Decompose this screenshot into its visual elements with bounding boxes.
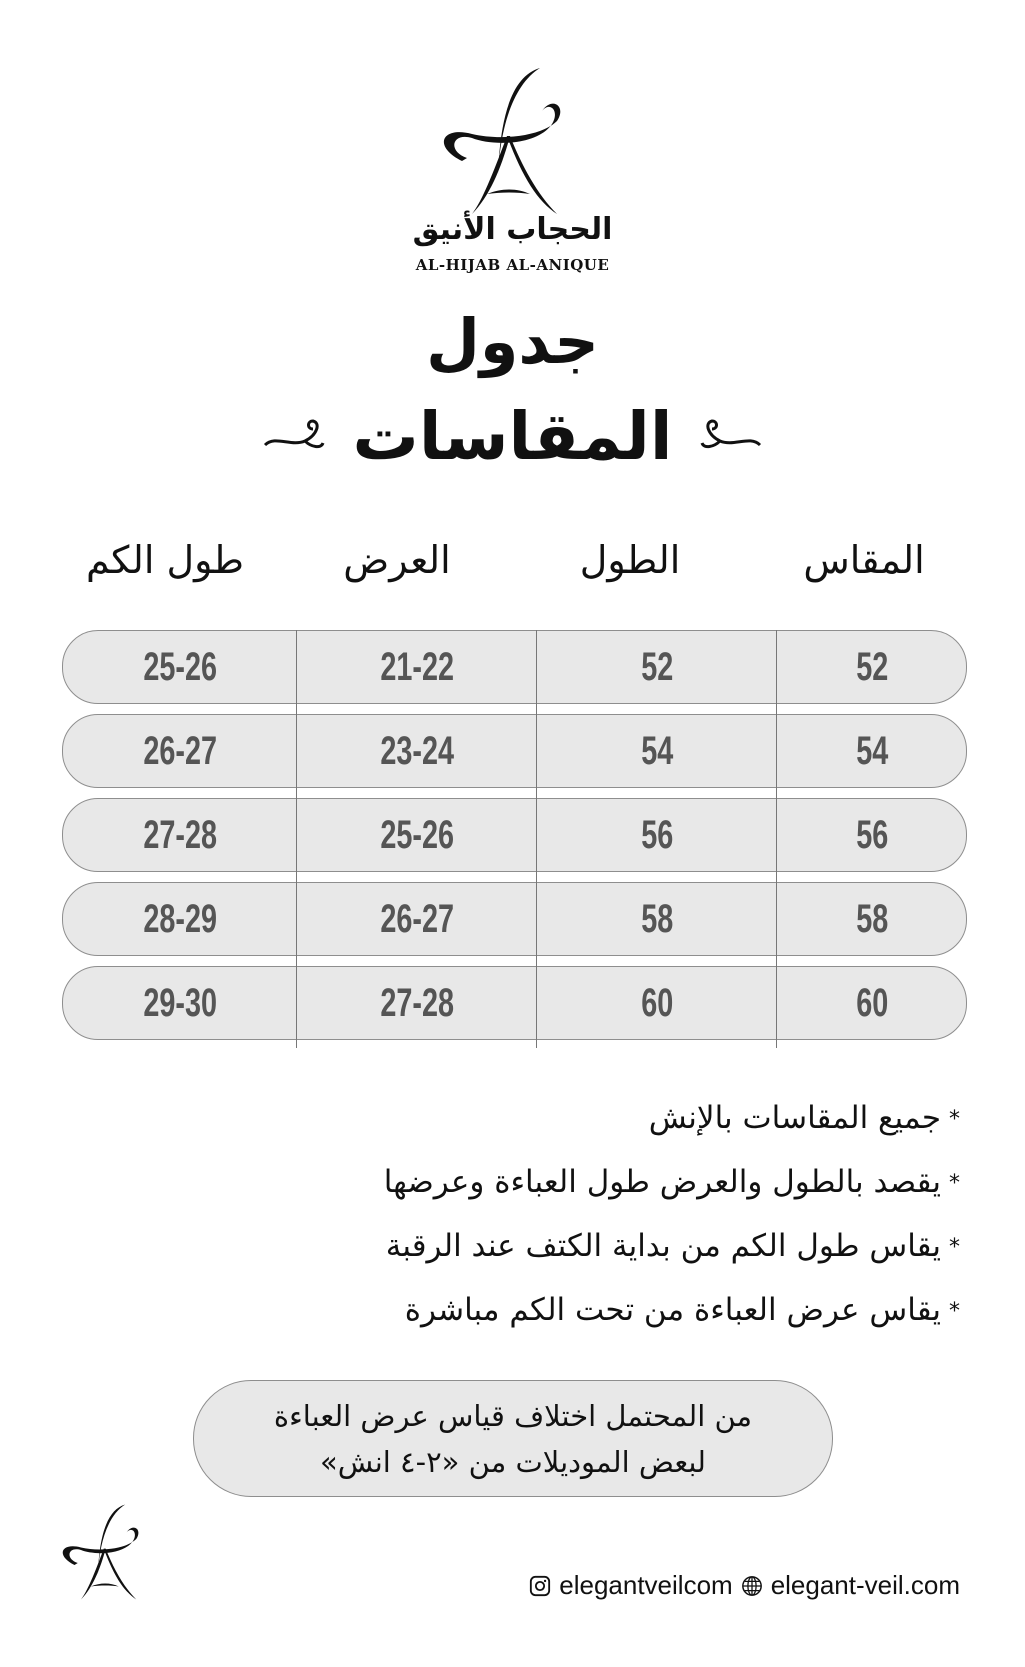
page-title-line2: المقاسات [352, 398, 673, 475]
cell-value: 27-28 [380, 981, 454, 1025]
cell-value: 25-26 [380, 813, 454, 857]
table-row: 58 58 26-27 28-29 [62, 882, 967, 956]
cell-value: 54 [855, 729, 889, 773]
cell-size: 54 [777, 715, 967, 787]
asterisk-marker: * [949, 1299, 960, 1324]
callout-line1: من المحتمل اختلاف قياس عرض العباءة [273, 1399, 753, 1433]
cell-sleeve-length: 26-27 [63, 715, 297, 787]
cell-width: 23-24 [297, 715, 537, 787]
page-title-line1: جدول [426, 305, 599, 378]
column-header-size: المقاس [803, 538, 925, 582]
brand-logo [443, 68, 561, 214]
cell-value: 23-24 [380, 729, 454, 773]
cell-value: 25-26 [143, 645, 217, 689]
cell-value: 21-22 [380, 645, 454, 689]
column-header-sleeve-length: طول الكم [86, 538, 244, 582]
cell-value: 54 [640, 729, 674, 773]
cell-value: 60 [855, 981, 889, 1025]
globe-icon [741, 1575, 762, 1596]
column-divider [776, 630, 777, 1048]
website-link[interactable]: elegant-veil.com [770, 1570, 960, 1600]
cell-value: 26-27 [380, 897, 454, 941]
cell-sleeve-length: 28-29 [63, 883, 297, 955]
cell-size: 56 [777, 799, 967, 871]
ornament-icon [263, 418, 324, 448]
cell-value: 58 [640, 897, 674, 941]
column-divider [296, 630, 297, 1048]
brand-name-arabic: الحجاب الأنيق [412, 212, 613, 247]
cell-size: 52 [777, 631, 967, 703]
cell-value: 56 [640, 813, 674, 857]
cell-value: 60 [640, 981, 674, 1025]
cell-value: 26-27 [143, 729, 217, 773]
cell-length: 58 [537, 883, 777, 955]
cell-size: 60 [777, 967, 967, 1039]
cell-value: 56 [855, 813, 889, 857]
cell-sleeve-length: 25-26 [63, 631, 297, 703]
instagram-icon [530, 1575, 551, 1596]
callout-line2: لبعض الموديلات من «٢-٤ انش» [319, 1445, 707, 1479]
callout-box: من المحتمل اختلاف قياس عرض العباءة لبعض … [193, 1380, 833, 1497]
cell-value: 52 [640, 645, 674, 689]
note-text: يقصد بالطول والعرض طول العباءة وعرضها [383, 1164, 941, 1200]
table-row: 56 56 25-26 27-28 [62, 798, 967, 872]
note-item: * يقاس عرض العباءة من تحت الكم مباشرة [405, 1292, 960, 1328]
asterisk-marker: * [949, 1171, 960, 1196]
asterisk-marker: * [949, 1107, 960, 1132]
cell-length: 56 [537, 799, 777, 871]
cell-value: 29-30 [143, 981, 217, 1025]
column-header-length: الطول [579, 538, 681, 582]
asterisk-marker: * [949, 1235, 960, 1260]
column-divider [536, 630, 537, 1048]
note-text: جميع المقاسات بالإنش [648, 1100, 941, 1136]
cell-sleeve-length: 27-28 [63, 799, 297, 871]
note-text: يقاس طول الكم من بداية الكتف عند الرقبة [385, 1228, 941, 1264]
ornament-icon [701, 418, 762, 448]
note-text: يقاس عرض العباءة من تحت الكم مباشرة [404, 1292, 941, 1328]
table-row: 54 54 23-24 26-27 [62, 714, 967, 788]
instagram-handle[interactable]: elegantveilcom [559, 1570, 733, 1600]
footer-contacts: elegantveilcom elegant-veil.com [529, 1570, 960, 1601]
cell-width: 27-28 [297, 967, 537, 1039]
cell-size: 58 [777, 883, 967, 955]
note-item: * يقاس طول الكم من بداية الكتف عند الرقبة [386, 1228, 960, 1264]
column-header-width: العرض [343, 538, 451, 582]
cell-length: 60 [537, 967, 777, 1039]
cell-width: 26-27 [297, 883, 537, 955]
cell-width: 25-26 [297, 799, 537, 871]
brand-logo-small [62, 1504, 139, 1600]
page-title-line2-wrap: المقاسات [0, 398, 1025, 475]
cell-width: 21-22 [297, 631, 537, 703]
cell-value: 28-29 [143, 897, 217, 941]
table-row: 52 52 21-22 25-26 [62, 630, 967, 704]
cell-value: 27-28 [143, 813, 217, 857]
cell-value: 58 [855, 897, 889, 941]
brand-name-english: AL-HIJAB AL-ANIQUE [415, 256, 610, 274]
note-item: * يقصد بالطول والعرض طول العباءة وعرضها [384, 1164, 960, 1200]
cell-length: 54 [537, 715, 777, 787]
table-row: 60 60 27-28 29-30 [62, 966, 967, 1040]
cell-sleeve-length: 29-30 [63, 967, 297, 1039]
size-table: 52 52 21-22 25-26 54 54 23-24 26-27 56 56 25-26 27-… [62, 630, 967, 1050]
note-item: * جميع المقاسات بالإنش [649, 1100, 960, 1136]
cell-value: 52 [855, 645, 889, 689]
cell-length: 52 [537, 631, 777, 703]
